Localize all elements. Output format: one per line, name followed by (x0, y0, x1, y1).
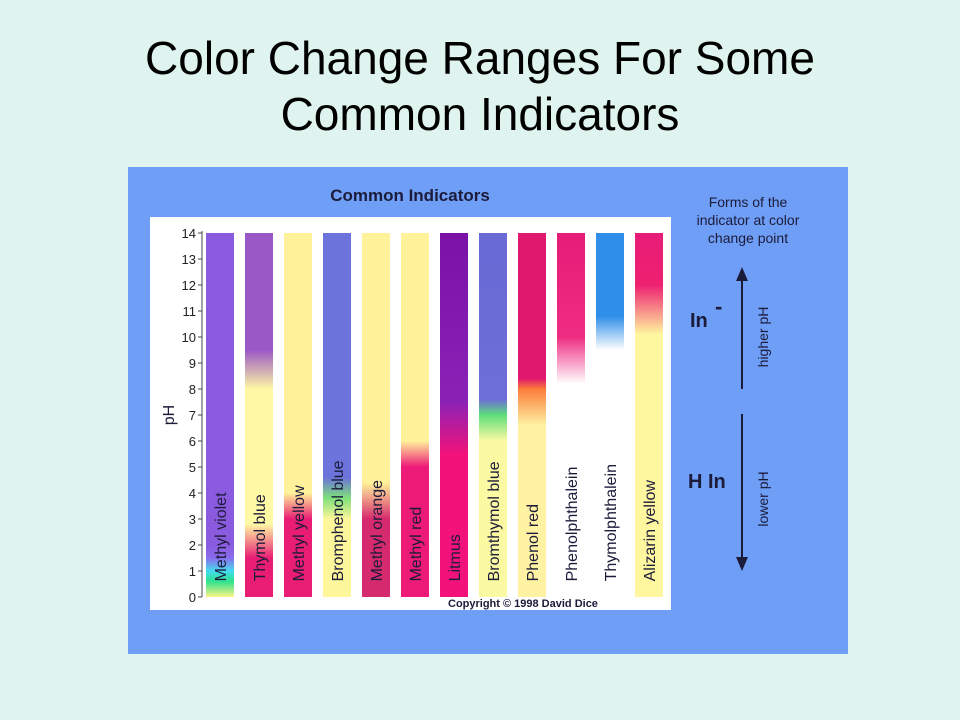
indicator-chart: Common Indicators pH 0123456789101112131… (128, 167, 848, 654)
indicator-bar (323, 233, 351, 597)
upper-form-label: In (690, 310, 708, 332)
y-tick-label: 11 (183, 304, 197, 319)
indicator-label: Methyl red (408, 507, 425, 582)
down-arrow-icon (736, 557, 748, 571)
copyright-text: Copyright © 1998 David Dice (448, 598, 598, 610)
y-tick-label: 4 (189, 486, 196, 501)
indicator-label: Bromphenol blue (330, 460, 347, 581)
y-tick-label: 1 (189, 564, 196, 579)
up-arrow-icon (736, 267, 748, 281)
lower-ph-label: lower pH (755, 471, 771, 526)
slide-title-line2: Common Indicators (280, 88, 680, 140)
indicator-label: Thymolphthalein (603, 464, 620, 581)
slide-title-line1: Color Change Ranges For Some (145, 32, 815, 84)
y-tick-label: 0 (189, 590, 196, 605)
higher-ph-label: higher pH (755, 307, 771, 368)
indicator-bar (596, 233, 624, 597)
y-tick-label: 6 (189, 434, 196, 449)
indicator-label: Methyl yellow (291, 485, 308, 581)
y-tick-label: 13 (182, 252, 196, 267)
indicator-bar (401, 233, 429, 597)
indicator-bars (206, 233, 663, 597)
indicator-label: Methyl violet (213, 492, 230, 581)
indicator-labels: Methyl violet Thymol blue Methyl yellow Bro… (213, 460, 659, 581)
y-tick-label: 2 (189, 538, 196, 553)
indicator-bar (245, 233, 273, 597)
indicator-bar (440, 233, 468, 597)
indicator-label: Bromthymol blue (486, 461, 503, 581)
upper-form-superscript: - (715, 294, 722, 319)
indicator-bar (284, 233, 312, 597)
indicator-bar (635, 233, 663, 597)
y-tick-label: 10 (182, 330, 196, 345)
y-tick-label: 7 (189, 408, 196, 423)
indicator-chart-figure: Common Indicators pH 0 1 2 3 4 5 6 7 8 9 10 11 12 13 1… (128, 167, 848, 654)
y-tick-label: 3 (189, 512, 196, 527)
y-axis-label: pH (161, 405, 178, 425)
indicator-bar (479, 233, 507, 597)
y-tick-label: 5 (189, 460, 196, 475)
indicator-label: Methyl orange (369, 480, 386, 581)
indicator-bar (518, 233, 546, 597)
chart-title: Common Indicators (330, 186, 490, 205)
legend-title-line1: Forms of the (709, 194, 788, 210)
indicator-bar (362, 233, 390, 597)
indicator-label: Phenol red (525, 504, 542, 581)
indicator-label: Thymol blue (252, 494, 269, 581)
indicator-label: Phenolphthalein (564, 467, 581, 582)
y-tick-label: 8 (189, 382, 196, 397)
legend-title-line3: change point (708, 230, 788, 246)
y-tick-label: 14 (182, 226, 196, 241)
indicator-label: Alizarin yellow (642, 480, 659, 582)
lower-form-label: H In (688, 471, 726, 493)
forms-legend: Forms of the indicator at color change p… (688, 194, 800, 571)
legend-title-line2: indicator at color (697, 212, 800, 228)
indicator-bar (557, 233, 585, 597)
y-tick-label: 12 (182, 278, 196, 293)
y-tick-label: 9 (189, 356, 196, 371)
slide-title: Color Change Ranges For Some Common Indi… (0, 30, 960, 142)
indicator-label: Litmus (447, 534, 464, 581)
indicator-bar (206, 233, 234, 597)
